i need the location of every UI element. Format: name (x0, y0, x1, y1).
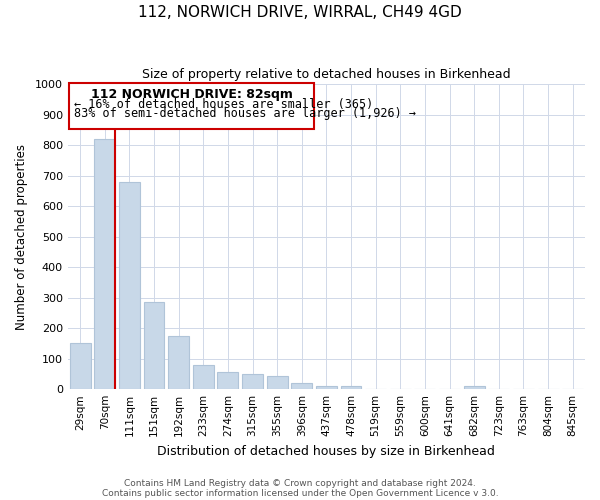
X-axis label: Distribution of detached houses by size in Birkenhead: Distribution of detached houses by size … (157, 444, 496, 458)
FancyBboxPatch shape (69, 83, 314, 128)
Bar (316, 386, 337, 389)
Bar (266, 376, 287, 389)
Title: Size of property relative to detached houses in Birkenhead: Size of property relative to detached ho… (142, 68, 511, 80)
Bar (94, 140, 115, 389)
Bar (119, 182, 140, 389)
Bar (242, 374, 263, 389)
Bar (341, 386, 361, 389)
Bar (292, 383, 312, 389)
Bar (168, 336, 189, 389)
Text: Contains public sector information licensed under the Open Government Licence v : Contains public sector information licen… (101, 488, 499, 498)
Text: 112, NORWICH DRIVE, WIRRAL, CH49 4GD: 112, NORWICH DRIVE, WIRRAL, CH49 4GD (138, 5, 462, 20)
Bar (143, 302, 164, 389)
Y-axis label: Number of detached properties: Number of detached properties (15, 144, 28, 330)
Text: 83% of semi-detached houses are larger (1,926) →: 83% of semi-detached houses are larger (… (74, 106, 416, 120)
Bar (464, 386, 485, 389)
Bar (193, 365, 214, 389)
Bar (70, 344, 91, 389)
Text: 112 NORWICH DRIVE: 82sqm: 112 NORWICH DRIVE: 82sqm (91, 88, 293, 102)
Text: Contains HM Land Registry data © Crown copyright and database right 2024.: Contains HM Land Registry data © Crown c… (124, 478, 476, 488)
Bar (217, 372, 238, 389)
Text: ← 16% of detached houses are smaller (365): ← 16% of detached houses are smaller (36… (74, 98, 373, 111)
